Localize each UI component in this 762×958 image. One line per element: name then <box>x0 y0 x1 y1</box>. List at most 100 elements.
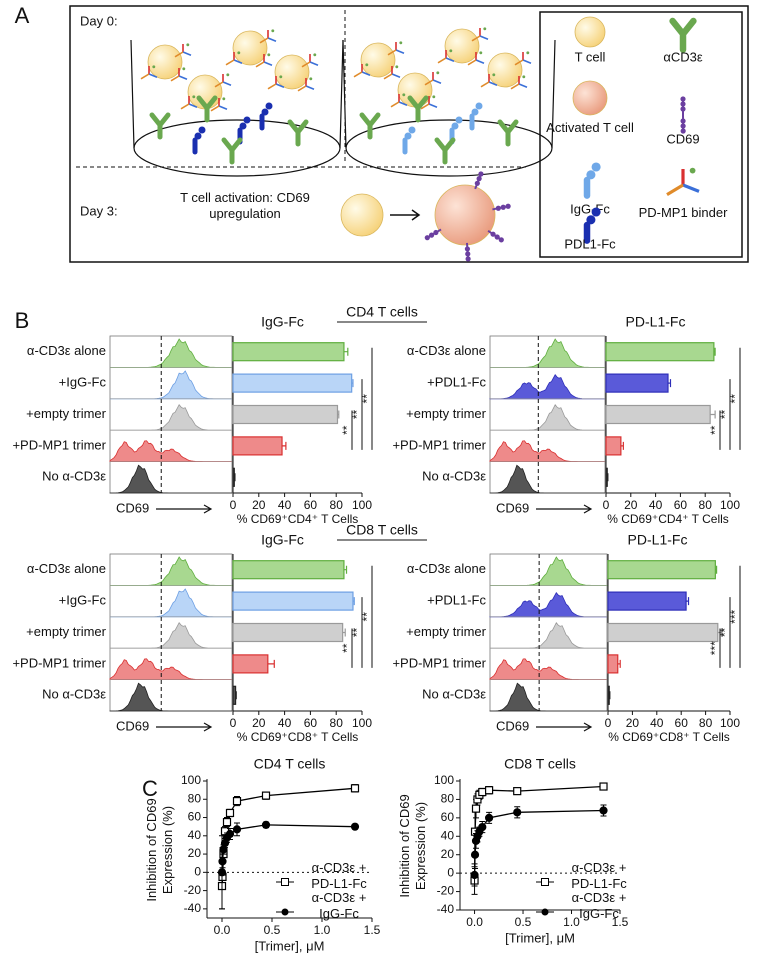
binder-icon <box>225 59 235 66</box>
histogram <box>489 374 605 400</box>
arrow <box>390 209 421 221</box>
x-tick-label: 0.5 <box>515 915 532 929</box>
binder-icon <box>275 83 285 88</box>
row-label: No α-CD3ε <box>42 469 106 484</box>
binder-icon <box>387 49 397 56</box>
binder-icon <box>475 59 485 64</box>
arrow <box>536 722 593 732</box>
point <box>225 808 235 818</box>
panel-letter: C <box>142 776 158 801</box>
group-title: CD4 T cells <box>346 304 418 320</box>
point <box>513 787 522 796</box>
x-tick-label: 0 <box>230 716 237 730</box>
bar <box>232 560 345 580</box>
histogram <box>109 464 232 494</box>
bar <box>232 654 269 674</box>
binder-icon <box>210 105 220 112</box>
row-label: α-CD3ε alone <box>27 561 106 576</box>
x-tick-label: 80 <box>699 716 713 730</box>
panel-title: PD-L1-Fc <box>628 532 688 548</box>
point <box>471 804 481 813</box>
histogram <box>489 464 605 494</box>
binder-icon <box>188 103 198 108</box>
legend-marker <box>541 908 549 916</box>
binder-icon <box>471 35 481 42</box>
binder-icon <box>313 53 317 57</box>
histogram <box>110 338 232 368</box>
binder-icon <box>522 75 526 79</box>
y-tick-label: 0 <box>194 865 201 879</box>
significance-label: ** <box>340 643 354 653</box>
y-tick-label: 20 <box>441 847 455 861</box>
fc-icon <box>451 122 459 130</box>
binder-icon <box>222 81 232 86</box>
fc-icon <box>586 170 596 180</box>
point <box>599 782 608 791</box>
row-label: +IgG-Fc <box>59 593 107 608</box>
binder-icon <box>218 105 228 110</box>
row-label: +empty trimer <box>406 406 486 421</box>
panel-frame <box>69 5 749 263</box>
cd69-icon <box>428 232 435 238</box>
cd69-icon <box>465 256 471 262</box>
x-tick-label: 0.0 <box>214 923 231 937</box>
binder-icon <box>432 79 442 84</box>
cd69-icon <box>500 204 506 210</box>
bar <box>607 654 619 674</box>
x-axis-label: [Trimer], μM <box>505 930 575 945</box>
antibody-icon <box>359 112 381 140</box>
binder-icon <box>445 57 455 62</box>
point <box>513 808 522 817</box>
cell-icon <box>574 16 606 48</box>
arrow <box>536 504 593 514</box>
histogram <box>489 682 607 712</box>
row-label: No α-CD3ε <box>42 687 106 702</box>
bar <box>232 436 283 456</box>
y-tick-label: 100 <box>434 773 454 787</box>
antibody-icon <box>434 137 456 165</box>
binder-icon <box>255 61 265 68</box>
x-axis-label: % CD69⁺CD8⁺ T Cells <box>237 730 359 744</box>
fc-icon <box>455 116 463 124</box>
binder-icon <box>267 83 277 90</box>
significance-label: *** <box>728 609 742 623</box>
well-bottom <box>133 119 341 177</box>
row-label: +PD-MP1 trimer <box>12 437 106 452</box>
cd69-icon <box>680 101 686 107</box>
point <box>470 850 480 859</box>
legend-text: PDL1-Fc <box>564 236 616 251</box>
fc-icon <box>194 132 202 140</box>
x-tick-label: 60 <box>675 716 689 730</box>
point <box>470 870 479 880</box>
binder-icon <box>214 81 224 88</box>
bar <box>232 342 345 362</box>
x-tick-label: 60 <box>674 498 688 512</box>
y-tick-label: 40 <box>188 828 202 842</box>
x-tick-label: 100 <box>352 716 372 730</box>
day-label: Day 3: <box>80 203 118 218</box>
x-tick-label: 20 <box>252 716 266 730</box>
binder-icon <box>237 51 241 55</box>
binder-icon <box>174 51 184 58</box>
binder-icon <box>309 77 313 81</box>
cd69-icon <box>465 251 471 257</box>
legend-text: IgG-Fc <box>570 201 610 216</box>
point <box>217 868 227 877</box>
point <box>478 822 487 832</box>
binder-icon <box>365 63 369 67</box>
row-label: +PD-MP1 trimer <box>392 437 486 452</box>
binder-icon <box>353 71 363 78</box>
binder-icon <box>424 79 434 86</box>
point <box>484 786 494 795</box>
binder-icon <box>182 51 192 56</box>
binder-icon <box>361 71 371 76</box>
fc-icon <box>243 116 251 124</box>
histogram <box>490 338 605 368</box>
x-axis-label: % CD69⁺CD4⁺ T Cells <box>237 512 359 526</box>
antibody-icon <box>221 137 243 165</box>
legend-marker <box>281 878 289 886</box>
row-label: α-CD3ε alone <box>407 561 486 576</box>
binder-icon <box>180 103 190 110</box>
